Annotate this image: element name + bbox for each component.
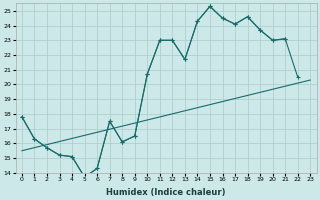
X-axis label: Humidex (Indice chaleur): Humidex (Indice chaleur) [106,188,226,197]
